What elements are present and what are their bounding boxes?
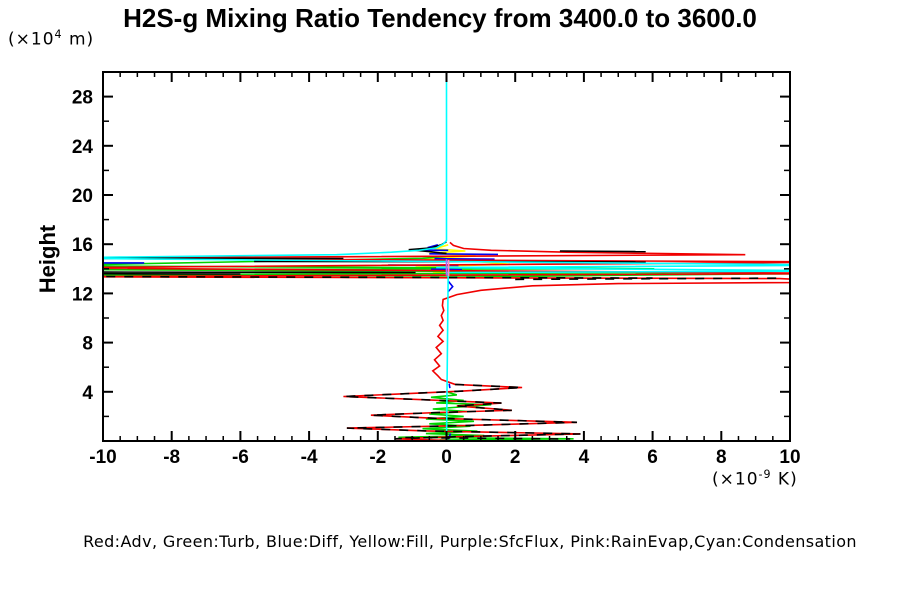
x-tick-label: 6 [647,447,658,468]
series-condensation-line [103,72,790,441]
y-tick-label: 12 [72,284,93,305]
series-diff-line [427,244,439,249]
x-tick-label: 2 [510,447,521,468]
x-tick-label: -8 [163,447,180,468]
series-net-black-line [103,271,416,274]
x-tick-label: 4 [579,447,590,468]
y-tick-label: 28 [72,88,93,109]
chart-title: H2S-g Mixing Ratio Tendency from 3400.0 … [123,3,757,33]
y-tick-label: 24 [72,137,94,158]
y-tick-label: 4 [82,383,93,404]
y-axis-unit-label: (×104 m) [8,28,95,50]
x-tick-label: -2 [369,447,386,468]
x-tick-label: 10 [779,447,800,468]
y-tick-label: 16 [72,235,93,256]
y-tick-label: 8 [82,334,93,355]
x-tick-label: 0 [441,447,452,468]
x-tick-label: -6 [232,447,249,468]
series-net-black-dashed-line [103,275,653,279]
x-axis-unit-label: (×10-9 K) [712,468,798,490]
x-tick-label: 8 [716,447,727,468]
series-color-legend: Red:Adv, Green:Turb, Blue:Diff, Yellow:F… [83,532,857,551]
series-net-black-line [559,250,646,253]
series-diff-line [448,383,451,389]
x-tick-label: -10 [89,447,116,468]
series-diff-line [429,253,499,256]
series-diff-line [434,257,495,260]
y-axis-title: Height [35,224,60,294]
x-tick-label: -4 [301,447,318,468]
y-tick-label: 20 [72,186,93,207]
series-diff-line [447,280,454,293]
